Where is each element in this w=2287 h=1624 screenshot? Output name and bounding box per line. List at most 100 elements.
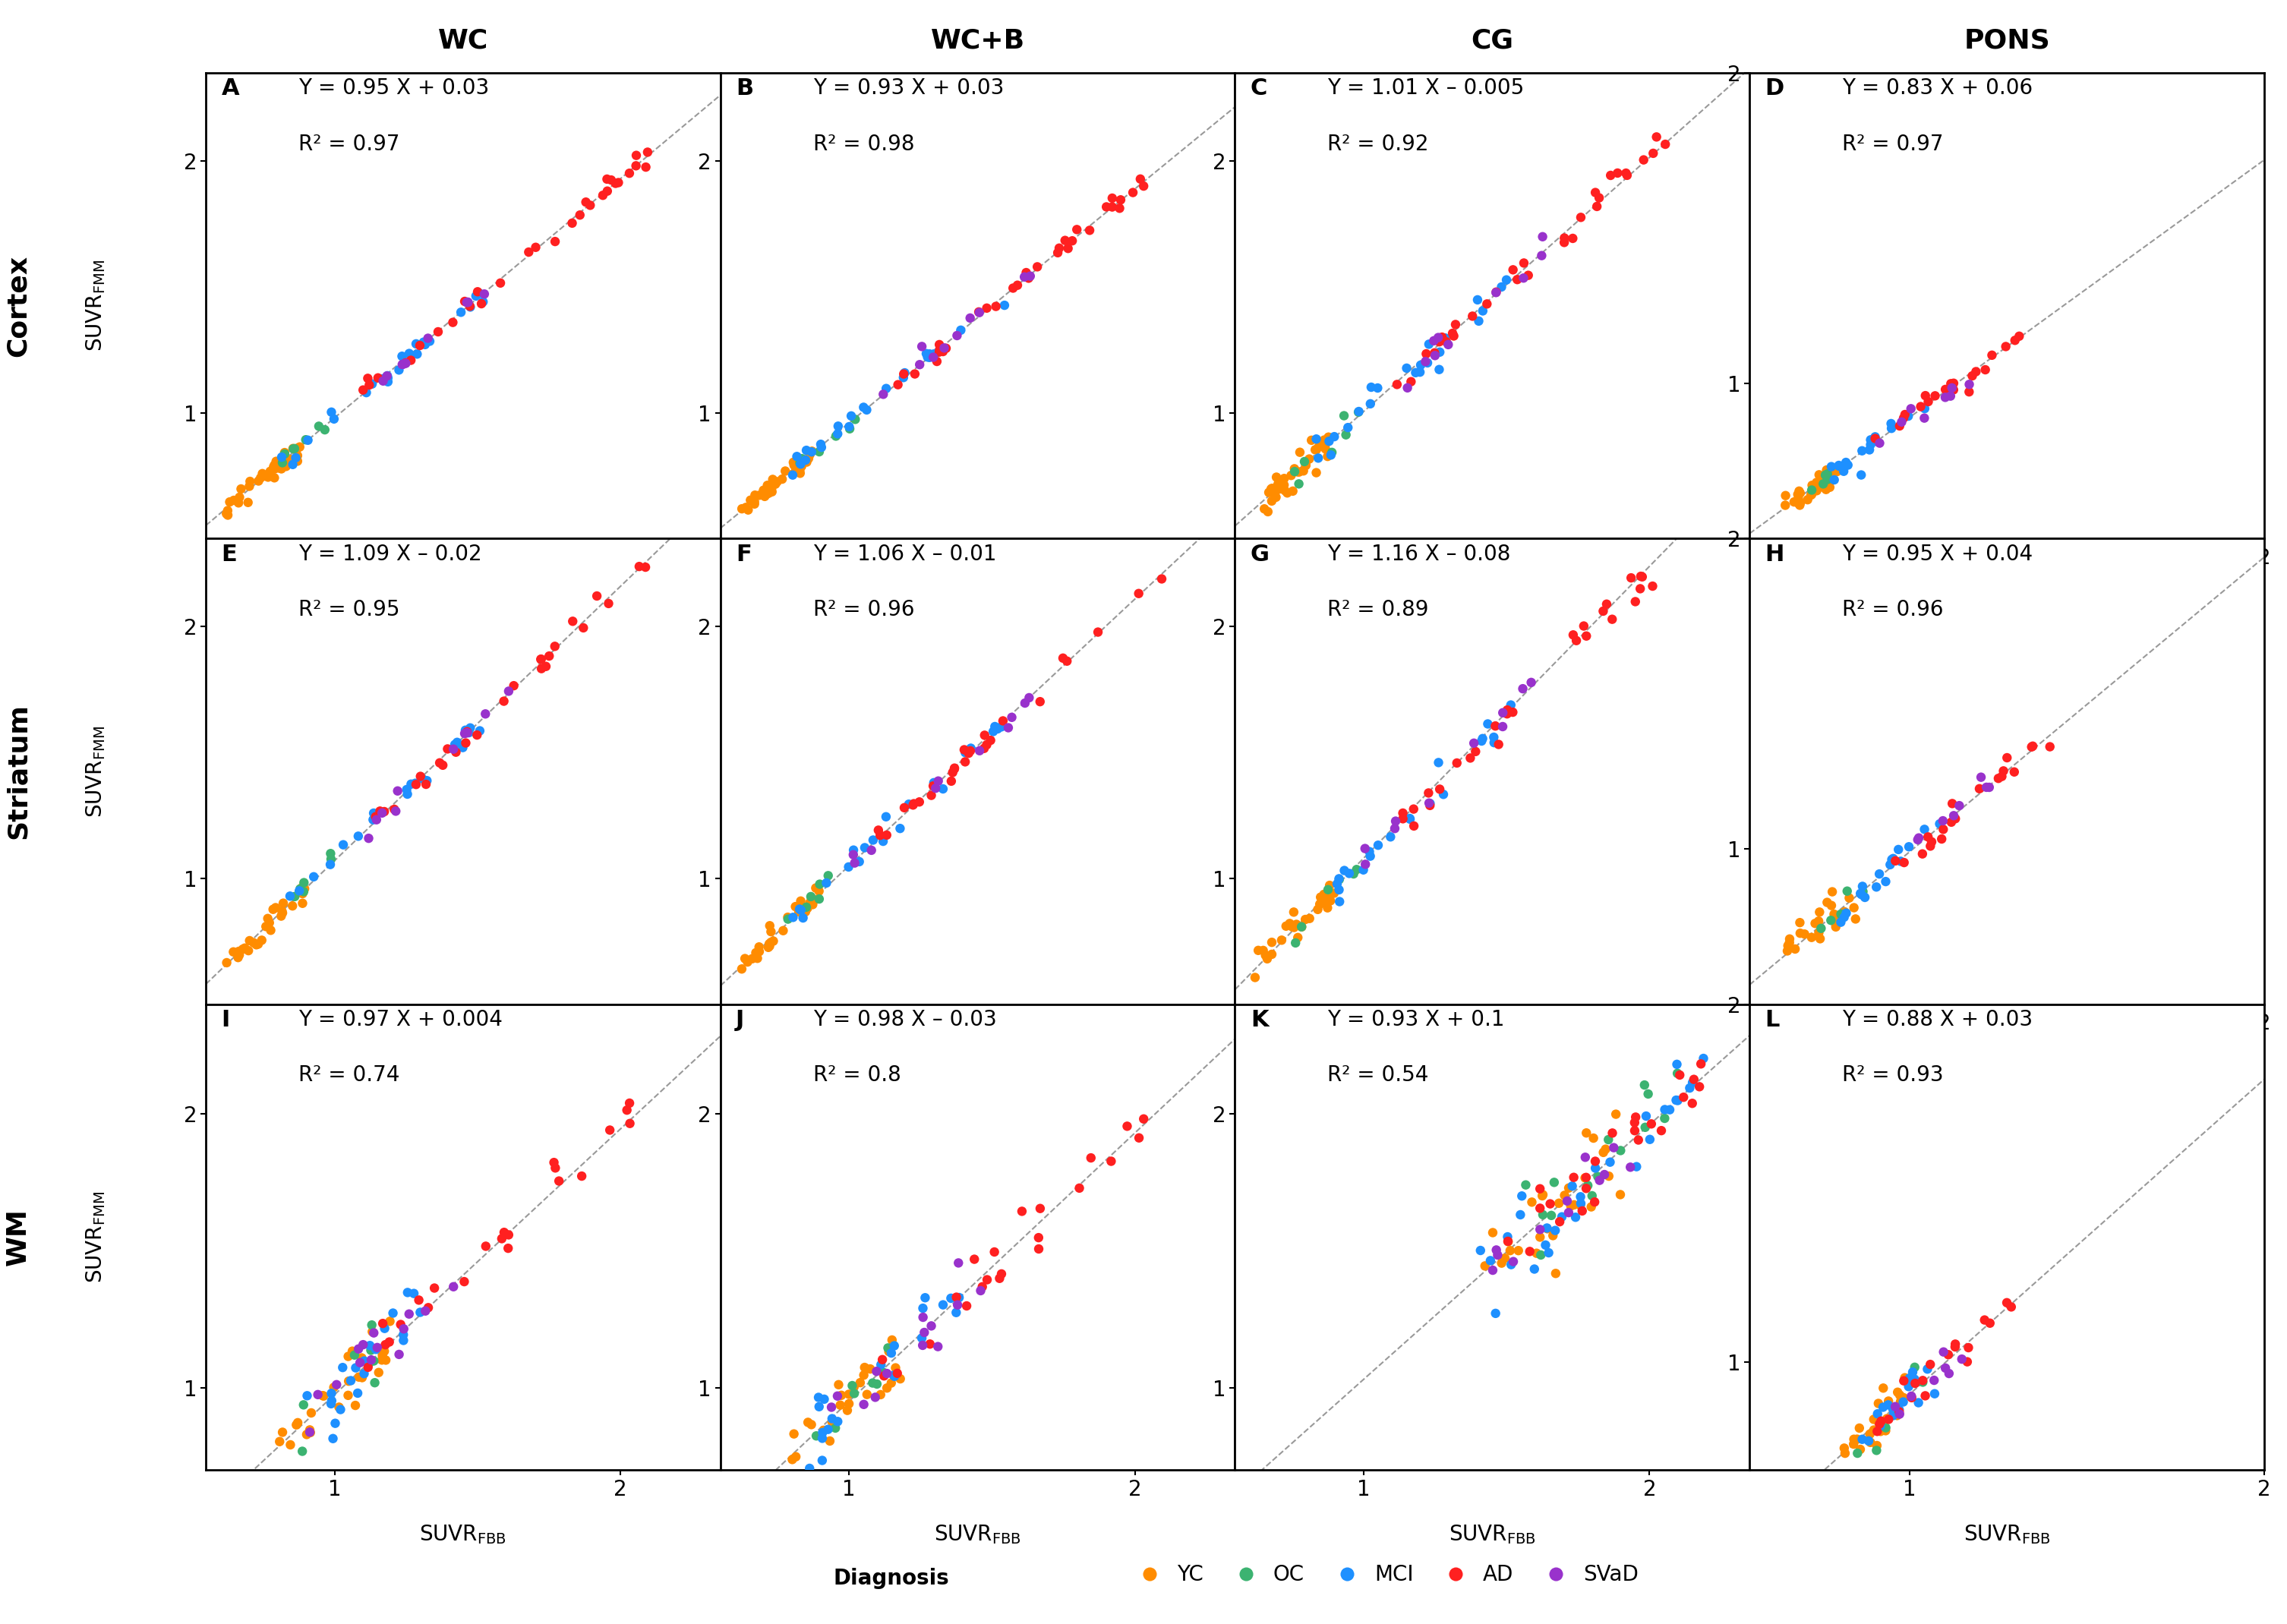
Point bbox=[1857, 429, 1894, 455]
Point bbox=[919, 768, 956, 794]
Point bbox=[1345, 857, 1381, 883]
Point bbox=[764, 918, 800, 944]
Point bbox=[1871, 1406, 1907, 1432]
Point bbox=[444, 299, 480, 325]
Point bbox=[1882, 848, 1919, 874]
Point bbox=[231, 468, 268, 494]
Text: Y = 1.09 X – 0.02: Y = 1.09 X – 0.02 bbox=[297, 544, 483, 565]
Point bbox=[915, 773, 951, 799]
Point bbox=[1576, 1125, 1612, 1151]
Point bbox=[775, 1421, 812, 1447]
Point bbox=[1658, 1051, 1695, 1077]
Point bbox=[885, 364, 922, 390]
Point bbox=[1514, 669, 1551, 695]
Point bbox=[338, 1380, 375, 1406]
Point bbox=[1782, 909, 1818, 935]
Point bbox=[1301, 892, 1338, 918]
Point bbox=[1793, 473, 1830, 499]
Point bbox=[1310, 877, 1347, 903]
Point bbox=[1958, 359, 1994, 385]
Point bbox=[1647, 1096, 1683, 1122]
Point bbox=[1951, 378, 1987, 404]
Point bbox=[343, 1345, 380, 1371]
Point bbox=[1329, 414, 1365, 440]
Point bbox=[1260, 476, 1297, 502]
Text: C: C bbox=[1251, 78, 1267, 99]
Point bbox=[1310, 424, 1347, 450]
Point bbox=[1276, 900, 1313, 926]
Text: B: B bbox=[736, 78, 752, 99]
Point bbox=[1420, 328, 1457, 354]
Point bbox=[366, 1338, 403, 1364]
Point bbox=[1907, 383, 1944, 409]
Point bbox=[1569, 624, 1605, 650]
Point bbox=[409, 325, 446, 351]
Point bbox=[462, 281, 499, 307]
Point bbox=[890, 791, 926, 817]
Point bbox=[880, 372, 917, 398]
Point bbox=[341, 1350, 377, 1376]
Point bbox=[208, 950, 245, 976]
Point bbox=[277, 437, 313, 463]
Point bbox=[1251, 479, 1288, 505]
Point bbox=[384, 351, 421, 377]
Point bbox=[1990, 745, 2026, 771]
Point bbox=[1278, 924, 1315, 950]
Point bbox=[272, 1432, 309, 1458]
Text: Y = 0.93 X + 0.03: Y = 0.93 X + 0.03 bbox=[814, 78, 1004, 99]
Point bbox=[1276, 914, 1313, 940]
Point bbox=[252, 918, 288, 944]
Point bbox=[1983, 763, 2019, 789]
Text: H: H bbox=[1766, 544, 1784, 565]
Point bbox=[819, 424, 855, 450]
Point bbox=[1816, 901, 1852, 927]
Point bbox=[1439, 750, 1475, 776]
Point bbox=[1841, 1415, 1878, 1440]
Point bbox=[864, 1346, 901, 1372]
Point bbox=[1608, 161, 1644, 187]
Point bbox=[396, 1280, 432, 1306]
Point bbox=[869, 1376, 906, 1402]
Point bbox=[316, 1426, 352, 1452]
Point bbox=[1331, 861, 1368, 887]
Point bbox=[1889, 403, 1926, 429]
Point bbox=[1484, 1250, 1521, 1276]
Point bbox=[462, 718, 499, 744]
Point bbox=[1070, 218, 1107, 244]
Point bbox=[375, 1301, 412, 1327]
Point bbox=[1875, 846, 1912, 872]
Text: K: K bbox=[1251, 1009, 1269, 1031]
Point bbox=[448, 289, 485, 315]
Point bbox=[1807, 476, 1843, 502]
Point bbox=[1267, 913, 1304, 939]
Point bbox=[755, 466, 791, 492]
Point bbox=[1839, 1440, 1875, 1466]
Point bbox=[1592, 1150, 1628, 1176]
Point bbox=[537, 633, 574, 659]
Point bbox=[286, 870, 322, 896]
Point bbox=[1878, 1393, 1914, 1419]
Point bbox=[311, 851, 348, 877]
Point bbox=[1830, 879, 1866, 905]
Point bbox=[908, 1285, 945, 1311]
Point bbox=[1246, 942, 1283, 968]
Point bbox=[1409, 349, 1445, 375]
Point bbox=[819, 412, 855, 438]
Point bbox=[864, 382, 901, 408]
Point bbox=[238, 932, 274, 958]
Point bbox=[1006, 265, 1043, 291]
Point bbox=[860, 817, 897, 843]
Point bbox=[1868, 869, 1905, 895]
Point bbox=[279, 448, 316, 474]
Point bbox=[1658, 1086, 1695, 1112]
Point bbox=[1393, 369, 1429, 395]
Point bbox=[1390, 806, 1427, 831]
Point bbox=[1868, 1406, 1905, 1432]
Point bbox=[903, 1325, 940, 1351]
Point bbox=[922, 339, 958, 365]
Point bbox=[304, 1382, 341, 1408]
Point bbox=[748, 479, 784, 505]
Point bbox=[913, 1312, 949, 1338]
Point bbox=[1336, 861, 1372, 887]
Point bbox=[1477, 1301, 1514, 1327]
